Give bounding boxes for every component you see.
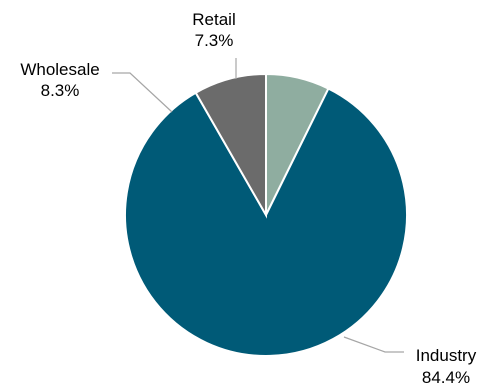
pie-slices bbox=[124, 72, 409, 357]
slice-labels: Retail 7.3% Industry 84.4% Wholesale 8.3… bbox=[20, 10, 476, 387]
slice-wholesale[interactable] bbox=[194, 72, 267, 219]
label-wholesale-name: Wholesale bbox=[20, 60, 99, 79]
label-retail-value: 7.3% bbox=[195, 31, 234, 50]
leader-wholesale bbox=[112, 72, 173, 113]
leader-lines bbox=[112, 58, 404, 353]
label-wholesale-value: 8.3% bbox=[41, 81, 80, 100]
label-industry-name: Industry bbox=[416, 346, 477, 365]
label-industry-value: 84.4% bbox=[422, 368, 470, 387]
slice-industry[interactable] bbox=[124, 87, 409, 357]
leader-industry bbox=[343, 336, 404, 353]
label-retail-name: Retail bbox=[192, 10, 235, 29]
